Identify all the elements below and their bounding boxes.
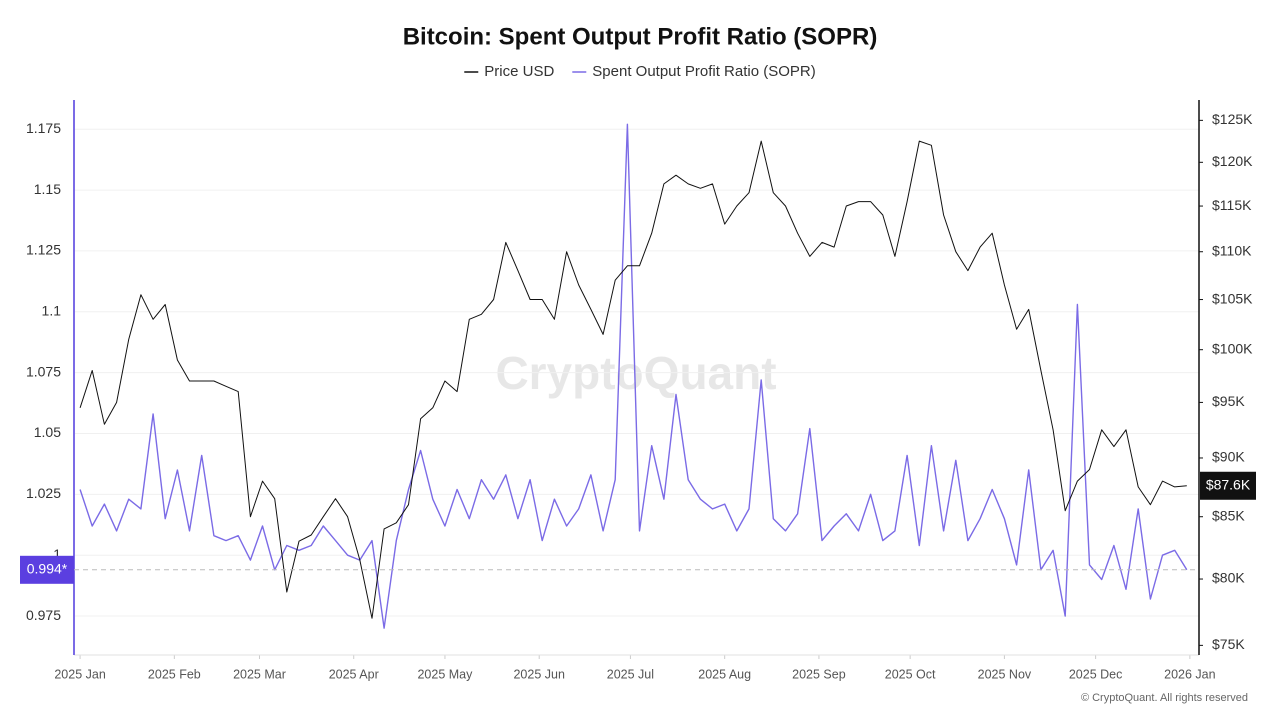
legend-label: Price USD xyxy=(484,63,554,80)
y2-tick-label: $100K xyxy=(1212,340,1253,356)
x-tick-label: 2025 Jan xyxy=(54,667,105,681)
x-tick-label: 2025 Oct xyxy=(885,667,936,681)
y-tick-label: 0.975 xyxy=(26,607,61,623)
y2-tick-label: $120K xyxy=(1212,153,1253,169)
x-tick-label: 2025 Jul xyxy=(607,667,654,681)
series-line xyxy=(79,140,1187,619)
y-tick-label: 1.075 xyxy=(26,363,61,379)
y-tick-label: 1.125 xyxy=(26,242,61,258)
y2-tick-label: $90K xyxy=(1212,449,1245,465)
x-tick-label: 2025 Apr xyxy=(329,667,379,681)
y2-tick-label: $75K xyxy=(1212,636,1245,652)
x-tick-label: 2025 Sep xyxy=(792,667,846,681)
copyright: © CryptoQuant. All rights reserved xyxy=(1081,692,1248,704)
x-tick-label: 2025 Mar xyxy=(233,667,286,681)
y2-tick-label: $80K xyxy=(1212,570,1245,586)
x-tick-label: 2025 Jun xyxy=(513,667,564,681)
y2-tick-label: $105K xyxy=(1212,290,1253,306)
x-tick-label: 2025 Dec xyxy=(1069,667,1123,681)
x-tick-label: 2026 Jan xyxy=(1164,667,1215,681)
x-tick-label: 2025 Nov xyxy=(978,667,1032,681)
legend: Price USD Spent Output Profit Ratio (SOPR… xyxy=(464,63,816,80)
current-badge xyxy=(20,555,74,584)
y-tick-label: 1.025 xyxy=(26,485,61,501)
x-tick-label: 2025 May xyxy=(417,667,473,681)
y-tick-label: 1.15 xyxy=(34,181,61,197)
y2-tick-label: $95K xyxy=(1212,393,1245,409)
y-tick-label: 1.175 xyxy=(26,120,61,136)
y-tick-label: 1.1 xyxy=(42,302,62,318)
y2-tick-label: $125K xyxy=(1212,111,1253,127)
chart-title: Bitcoin: Spent Output Profit Ratio (SOPR… xyxy=(403,23,878,50)
current-badge-label: $87.6K xyxy=(1206,476,1251,492)
legend-label: Spent Output Profit Ratio (SOPR) xyxy=(592,63,815,80)
series-line xyxy=(79,123,1188,629)
y-tick-label: 1.05 xyxy=(34,424,61,440)
current-badge-label: 0.994* xyxy=(27,561,68,577)
x-tick-label: 2025 Aug xyxy=(698,667,751,681)
y2-tick-label: $115K xyxy=(1212,197,1252,213)
x-tick-label: 2025 Feb xyxy=(148,667,201,681)
y2-tick-label: $110K xyxy=(1212,242,1252,258)
y-tick-label: 1 xyxy=(53,546,61,562)
y2-tick-label: $85K xyxy=(1212,507,1245,523)
current-badge xyxy=(1200,471,1256,500)
